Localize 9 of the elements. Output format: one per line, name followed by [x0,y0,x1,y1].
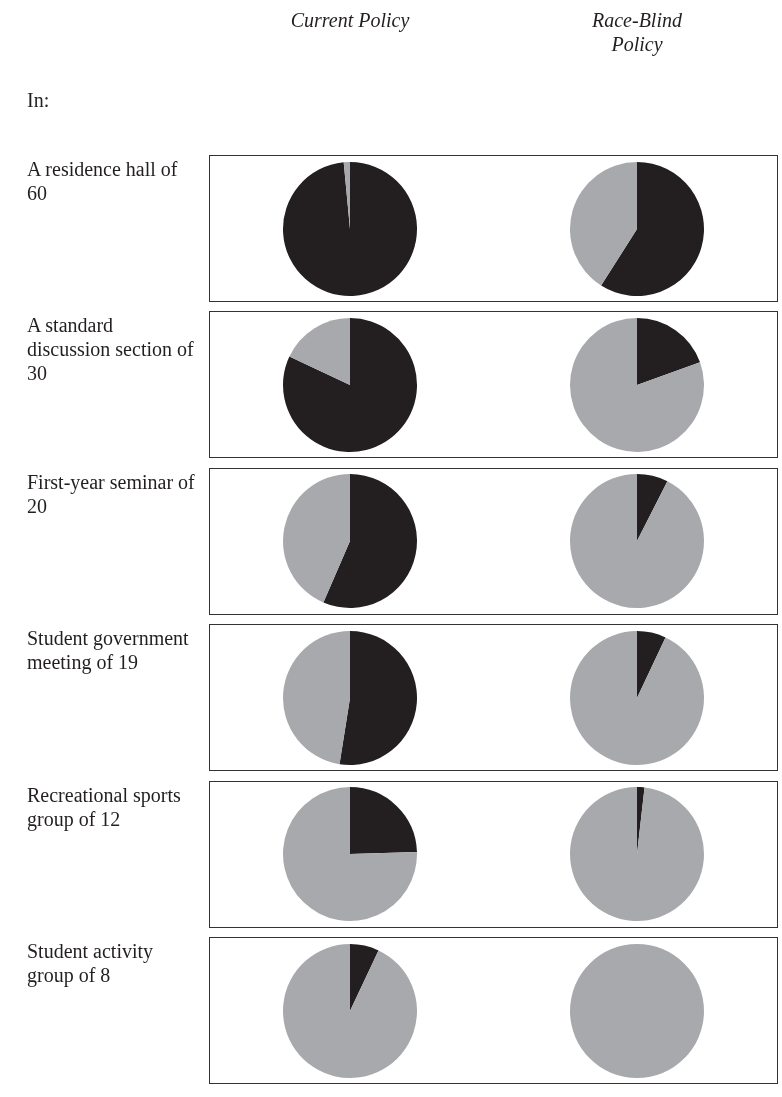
text: First-year seminar of 20 [27,469,196,518]
text: Recreational sports group of 12 [27,782,182,831]
text: Student government meeting of 19 [27,626,190,675]
text: Student activity group of 8 [27,939,155,987]
text: In: [27,88,51,112]
text: A standard discussion section of 30 [27,313,195,386]
text: A residence hall of 60 [27,157,179,205]
chart-title: Race-Blind Policy [591,8,683,56]
chart-title: Current Policy [289,8,411,32]
